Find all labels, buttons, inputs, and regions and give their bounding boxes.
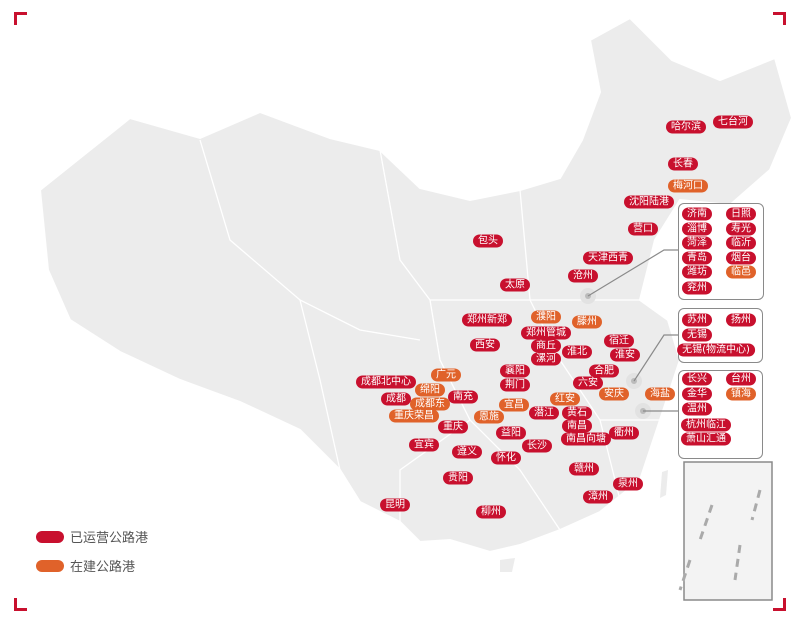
port-label-operating: 合肥	[589, 364, 619, 378]
port-label-construction: 海盐	[645, 387, 675, 401]
port-label-operating: 太原	[500, 278, 530, 292]
port-label-operating: 南昌向塘	[561, 432, 611, 446]
port-label-operating: 泉州	[613, 477, 643, 491]
port-label-construction: 安庆	[599, 387, 629, 401]
port-label-operating: 淄博	[682, 222, 712, 236]
corner-mark	[14, 598, 27, 611]
port-label-operating: 遵义	[452, 445, 482, 459]
port-label-operating: 赣州	[569, 462, 599, 476]
port-label-operating: 怀化	[491, 451, 521, 465]
port-label-construction: 梅河口	[668, 179, 708, 193]
port-label-operating: 日照	[726, 207, 756, 221]
port-label-operating: 重庆	[438, 420, 468, 434]
port-label-operating: 漯河	[531, 352, 561, 366]
port-label-operating: 郑州管城	[521, 326, 571, 340]
port-label-operating: 衢州	[609, 426, 639, 440]
port-label-operating: 六安	[573, 376, 603, 390]
taiwan	[660, 470, 668, 498]
port-label-operating: 淮北	[562, 345, 592, 359]
port-label-operating: 兖州	[682, 281, 712, 295]
port-label-operating: 金华	[682, 387, 712, 401]
port-label-operating: 襄阳	[500, 364, 530, 378]
legend-label: 已运营公路港	[70, 531, 149, 546]
legend-swatch-operating	[36, 530, 64, 543]
port-label-operating: 淮安	[610, 348, 640, 362]
port-label-operating: 成都	[381, 392, 411, 406]
port-label-operating: 杭州临江	[681, 418, 731, 432]
hainan	[500, 558, 515, 572]
legend-label: 在建公路港	[70, 560, 136, 575]
port-label-construction: 恩施	[474, 410, 504, 424]
south-china-sea-islands	[678, 489, 762, 591]
corner-mark	[773, 12, 786, 25]
port-label-operating: 长沙	[522, 439, 552, 453]
port-label-construction: 滕州	[572, 315, 602, 329]
callout-line	[587, 249, 678, 297]
province-borders	[199, 139, 660, 531]
port-label-operating: 南充	[448, 390, 478, 404]
china-landmass	[38, 16, 794, 554]
port-label-operating: 宜宾	[409, 438, 439, 452]
port-label-operating: 菏泽	[682, 236, 712, 250]
corner-mark	[773, 598, 786, 611]
port-label-operating: 包头	[473, 234, 503, 248]
port-label-operating: 无锡(物流中心)	[677, 343, 755, 357]
port-label-operating: 潜江	[529, 406, 559, 420]
port-label-operating: 荆门	[500, 378, 530, 392]
port-label-operating: 临沂	[726, 236, 756, 250]
port-label-operating: 哈尔滨	[666, 120, 706, 134]
port-label-operating: 潍坊	[682, 265, 712, 279]
port-label-construction: 成都东	[410, 397, 450, 411]
legend-swatch-construction	[36, 559, 64, 572]
port-label-construction: 镇海	[726, 387, 756, 401]
port-label-operating: 营口	[628, 222, 658, 236]
port-label-construction: 广元	[431, 368, 461, 382]
callout-line	[633, 334, 678, 382]
port-label-construction: 红安	[550, 392, 580, 406]
port-label-operating: 黄石	[562, 406, 592, 420]
port-label-construction: 重庆荣昌	[389, 409, 439, 423]
port-label-operating: 郑州新郑	[462, 313, 512, 327]
port-label-operating: 无锡	[682, 328, 712, 342]
port-label-construction: 绵阳	[415, 383, 445, 397]
south-china-sea-inset	[683, 461, 773, 601]
port-label-operating: 七台河	[713, 115, 753, 129]
port-label-operating: 青岛	[682, 251, 712, 265]
port-label-operating: 扬州	[726, 313, 756, 327]
port-label-operating: 寿光	[726, 222, 756, 236]
port-label-construction: 宜昌	[499, 398, 529, 412]
callout-connectors	[580, 249, 678, 419]
port-label-operating: 宿迁	[604, 334, 634, 348]
port-label-operating: 漳州	[583, 490, 613, 504]
port-label-operating: 沈阳陆港	[624, 195, 674, 209]
port-label-operating: 济南	[682, 207, 712, 221]
port-label-operating: 萧山汇通	[681, 432, 731, 446]
port-label-operating: 昆明	[380, 498, 410, 512]
legend-operating: 已运营公路港	[36, 527, 148, 546]
port-label-operating: 烟台	[726, 251, 756, 265]
port-label-operating: 温州	[682, 402, 712, 416]
legend-construction: 在建公路港	[36, 556, 135, 575]
port-label-operating: 苏州	[682, 313, 712, 327]
port-label-operating: 西安	[470, 338, 500, 352]
port-label-operating: 商丘	[531, 339, 561, 353]
corner-mark	[14, 12, 27, 25]
port-label-operating: 南昌	[562, 419, 592, 433]
port-label-construction: 濮阳	[531, 310, 561, 324]
port-label-operating: 长春	[668, 157, 698, 171]
port-label-operating: 柳州	[476, 505, 506, 519]
port-label-operating: 成都北中心	[356, 375, 416, 389]
port-label-construction: 临邑	[726, 265, 756, 279]
port-label-operating: 沧州	[568, 269, 598, 283]
port-label-operating: 天津西青	[583, 251, 633, 265]
port-label-operating: 益阳	[496, 426, 526, 440]
port-label-operating: 贵阳	[443, 471, 473, 485]
port-label-operating: 台州	[726, 372, 756, 386]
port-label-operating: 长兴	[682, 372, 712, 386]
